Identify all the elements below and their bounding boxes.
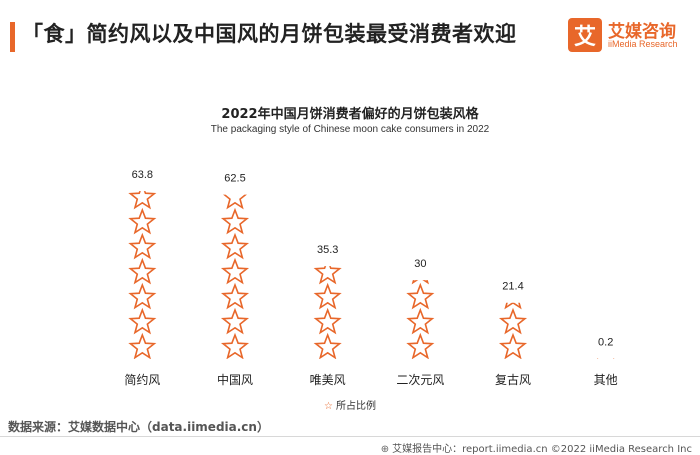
star-mark xyxy=(504,302,522,310)
headline-accent-bar xyxy=(10,22,15,52)
star-mark xyxy=(498,332,528,359)
value-label: 21.4 xyxy=(502,281,523,293)
star-mark xyxy=(498,307,528,335)
bar-唯美风 xyxy=(313,266,342,359)
footer-text: 艾媒报告中心：report.iimedia.cn ©2022 iiMedia R… xyxy=(392,444,692,455)
globe-icon: ⊕ xyxy=(380,444,390,455)
star-mark xyxy=(313,282,342,310)
value-label: 63.8 xyxy=(132,169,153,181)
bar-简约风 xyxy=(128,191,157,359)
footer: ⊕ 艾媒报告中心：report.iimedia.cn ©2022 iiMedia … xyxy=(381,440,692,455)
bar-二次元风 xyxy=(406,235,435,359)
chart-legend: ☆ 所占比例 xyxy=(0,397,700,412)
brand-logo-icon: 艾 xyxy=(568,18,602,52)
star-mark xyxy=(222,194,248,210)
star-mark xyxy=(406,282,435,310)
chart-subtitle: The packaging style of Chinese moon cake… xyxy=(210,124,490,135)
bar-其他 xyxy=(594,310,618,359)
star-mark xyxy=(220,332,250,359)
star-mark xyxy=(220,232,250,260)
star-mark xyxy=(128,232,157,260)
star-mark xyxy=(128,191,157,210)
footer-divider xyxy=(0,436,700,437)
star-mark xyxy=(128,257,157,285)
star-mark xyxy=(406,332,435,359)
value-label: 30 xyxy=(414,258,426,270)
star-mark xyxy=(220,282,250,310)
category-label: 其他 xyxy=(594,373,618,387)
star-mark xyxy=(313,332,342,359)
star-mark xyxy=(313,266,342,285)
category-label: 简约风 xyxy=(124,372,160,387)
category-label: 中国风 xyxy=(217,372,253,387)
value-label: 35.3 xyxy=(317,244,338,256)
brand-subtitle: iiMedia Research xyxy=(608,39,678,49)
star-mark xyxy=(128,282,157,310)
star-mark xyxy=(594,310,618,333)
value-label: 62.5 xyxy=(224,173,245,185)
data-source-note: 数据来源：艾媒数据中心（data.iimedia.cn） xyxy=(8,420,269,434)
value-label: 0.2 xyxy=(598,336,613,348)
category-label: 唯美风 xyxy=(310,373,346,387)
brand-logo-block: 艾 艾媒咨询 iiMedia Research xyxy=(568,14,688,58)
category-label: 二次元风 xyxy=(396,373,444,387)
bar-复古风 xyxy=(498,260,528,359)
star-mark xyxy=(406,307,435,335)
chart-title: 2022年中国月饼消费者偏好的月饼包装风格 xyxy=(221,107,479,122)
brand-name: 艾媒咨询 xyxy=(608,22,676,42)
page-headline: 「食」简约风以及中国风的月饼包装最受消费者欢迎 xyxy=(22,22,517,46)
bar-中国风 xyxy=(220,194,250,359)
star-mark xyxy=(220,307,250,335)
star-icon: ☆ xyxy=(324,401,333,412)
star-mark xyxy=(128,307,157,335)
star-mark xyxy=(501,260,525,283)
star-mark xyxy=(128,332,157,359)
star-mark xyxy=(220,257,250,285)
category-label: 复古风 xyxy=(495,372,531,387)
star-mark xyxy=(408,235,432,258)
star-mark xyxy=(313,307,342,335)
star-mark xyxy=(128,207,157,235)
star-mark xyxy=(220,207,250,235)
legend-label: 所占比例 xyxy=(335,401,376,412)
